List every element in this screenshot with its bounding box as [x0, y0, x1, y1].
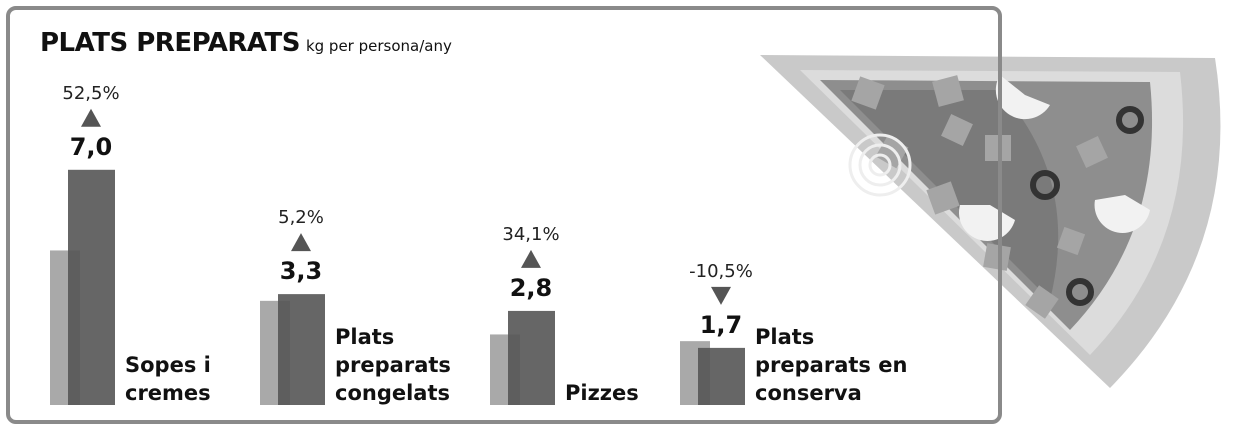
chart-subtitle: kg per persona/any [306, 37, 452, 55]
bar [508, 311, 555, 405]
bar [698, 348, 745, 405]
category-label: Plats preparats en conserva [755, 323, 925, 407]
value-label: 3,3 [280, 257, 323, 285]
change-arrow [81, 109, 101, 127]
bar [278, 294, 325, 405]
change-label: 34,1% [502, 224, 559, 245]
change-arrow [521, 250, 541, 268]
chart-title: PLATS PREPARATS [40, 28, 300, 58]
title-block: PLATS PREPARATS kg per persona/any [40, 28, 452, 58]
value-label: 7,0 [70, 133, 113, 161]
infographic: 7,0 52,5% 3,3 5,2% 2,8 34,1% 1,7 -10,5% PLATS P… [0, 0, 1234, 430]
change-arrow [711, 287, 731, 305]
category-label: Sopes i cremes [125, 351, 235, 407]
category-label: Plats preparats congelats [335, 323, 475, 407]
category-label: Pizzes [565, 379, 665, 407]
bar [68, 170, 115, 405]
value-label: 2,8 [510, 274, 553, 302]
value-label: 1,7 [700, 311, 743, 339]
change-label: -10,5% [689, 261, 753, 282]
change-label: 52,5% [62, 83, 119, 104]
change-arrow [291, 233, 311, 251]
change-label: 5,2% [278, 207, 324, 228]
